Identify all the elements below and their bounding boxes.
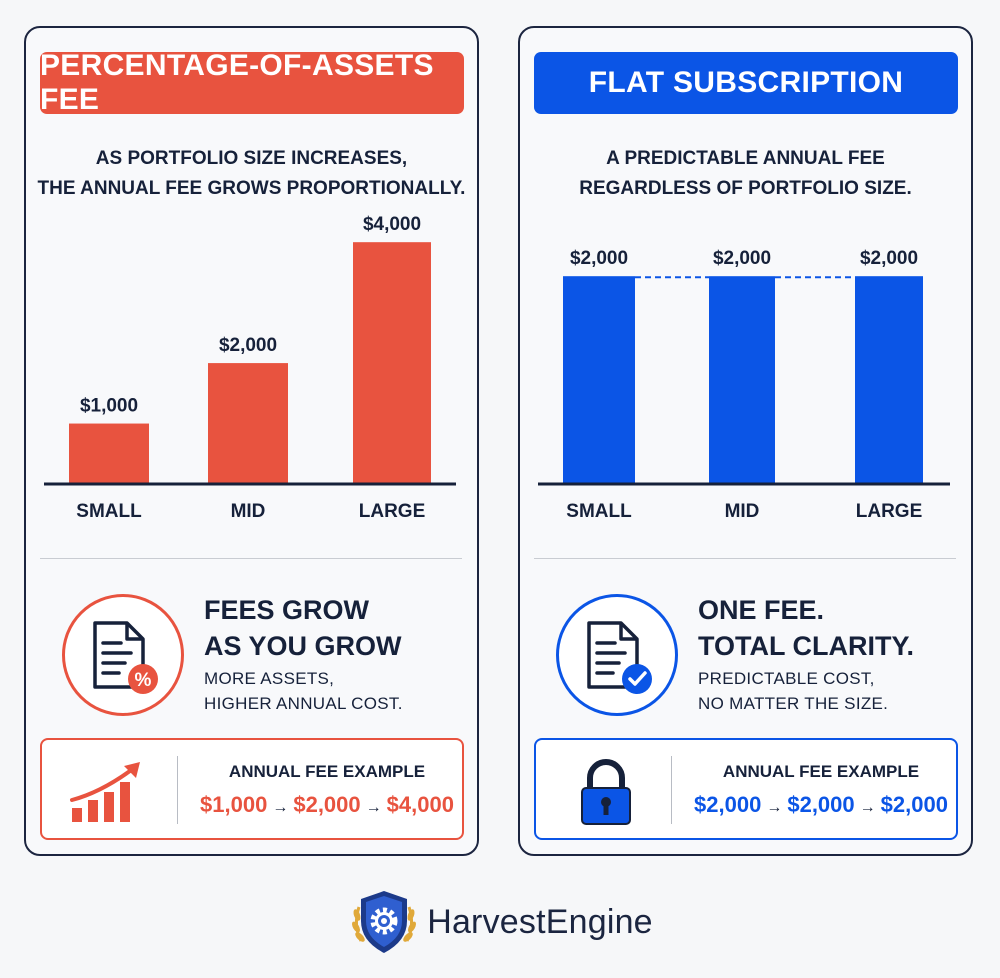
- category-label: SMALL: [76, 501, 142, 522]
- flat-subscription-panel: FLAT SUBSCRIPTION A PREDICTABLE ANNUAL F…: [518, 26, 973, 856]
- message-title: FEES GROW AS YOU GROW: [204, 595, 402, 661]
- arrow-right-icon: →: [365, 799, 382, 816]
- example-label: ANNUAL FEE EXAMPLE: [228, 762, 426, 781]
- divider: [40, 558, 462, 559]
- category-label: SMALL: [566, 501, 632, 522]
- panel-subtitle: A PREDICTABLE ANNUAL FEE REGARDLESS OF P…: [520, 144, 971, 204]
- separator: [177, 756, 178, 824]
- fee-value: $4,000: [386, 792, 454, 817]
- fee-value: $1,000: [200, 792, 268, 817]
- bar-small: [69, 423, 149, 484]
- message-title: ONE FEE. TOTAL CLARITY.: [698, 595, 914, 661]
- bar-mid: [709, 276, 775, 484]
- bar-value-label: $2,000: [860, 248, 918, 269]
- bar-value-label: $1,000: [80, 396, 138, 417]
- bar-value-label: $2,000: [713, 248, 771, 269]
- padlock-icon: [581, 759, 631, 825]
- category-label: MID: [231, 501, 266, 522]
- panel-header: PERCENTAGE-OF-ASSETS FEE: [40, 49, 464, 116]
- arrow-right-icon: →: [272, 799, 289, 816]
- svg-text:%: %: [135, 670, 152, 691]
- document-percent-icon: %: [62, 594, 184, 716]
- brand-name: HarvestEngine: [427, 902, 653, 941]
- annual-fee-example: ANNUAL FEE EXAMPLE $1,000 → $2,000 → $4,000: [40, 738, 464, 840]
- bar-value-label: $4,000: [363, 214, 421, 235]
- bar-small: [563, 276, 635, 484]
- example-label: ANNUAL FEE EXAMPLE: [722, 762, 920, 781]
- growth-bars-arrow-icon: [70, 762, 140, 822]
- category-label: LARGE: [359, 501, 426, 522]
- arrow-right-icon: →: [859, 799, 876, 816]
- fee-value: $2,000: [787, 792, 855, 817]
- flat-fee-bar-chart: $2,000 SMALL $2,000 MID $2,000 LARGE: [538, 248, 950, 522]
- bar-value-label: $2,000: [219, 335, 277, 356]
- fee-value: $2,000: [880, 792, 948, 817]
- document-check-icon: [556, 594, 678, 716]
- annual-fee-example: ANNUAL FEE EXAMPLE $2,000 → $2,000 → $2,000: [534, 738, 958, 840]
- bar-value-label: $2,000: [570, 248, 628, 269]
- divider: [534, 558, 956, 559]
- example-sequence: $2,000 → $2,000 → $2,000: [681, 792, 961, 818]
- message-subtext: MORE ASSETS, HIGHER ANNUAL COST.: [204, 669, 403, 713]
- panel-subtitle: AS PORTFOLIO SIZE INCREASES, THE ANNUAL …: [26, 144, 477, 204]
- shield-gear-wheat-logo: [352, 891, 417, 953]
- category-label: MID: [725, 501, 760, 522]
- bar-large: [353, 242, 431, 484]
- bar-mid: [208, 363, 288, 484]
- subtitle-line: A PREDICTABLE ANNUAL FEE: [606, 148, 885, 169]
- brand: HarvestEngine: [0, 882, 1000, 962]
- percentage-fee-panel: PERCENTAGE-OF-ASSETS FEE AS PORTFOLIO SI…: [24, 26, 479, 856]
- category-label: LARGE: [856, 501, 923, 522]
- panel-header: FLAT SUBSCRIPTION: [534, 52, 958, 114]
- fee-value: $2,000: [293, 792, 361, 817]
- separator: [671, 756, 672, 824]
- subtitle-line: REGARDLESS OF PORTFOLIO SIZE.: [579, 178, 912, 199]
- example-sequence: $1,000 → $2,000 → $4,000: [187, 792, 467, 818]
- message-subtext: PREDICTABLE COST, NO MATTER THE SIZE.: [698, 669, 889, 713]
- arrow-right-icon: →: [766, 799, 783, 816]
- subtitle-line: AS PORTFOLIO SIZE INCREASES,: [95, 148, 408, 169]
- percentage-fee-bar-chart: $1,000 SMALL $2,000 MID $4,000 LARGE: [44, 214, 456, 522]
- subtitle-line: THE ANNUAL FEE GROWS PROPORTIONALLY.: [37, 178, 466, 199]
- fee-value: $2,000: [694, 792, 762, 817]
- bar-large: [855, 276, 923, 484]
